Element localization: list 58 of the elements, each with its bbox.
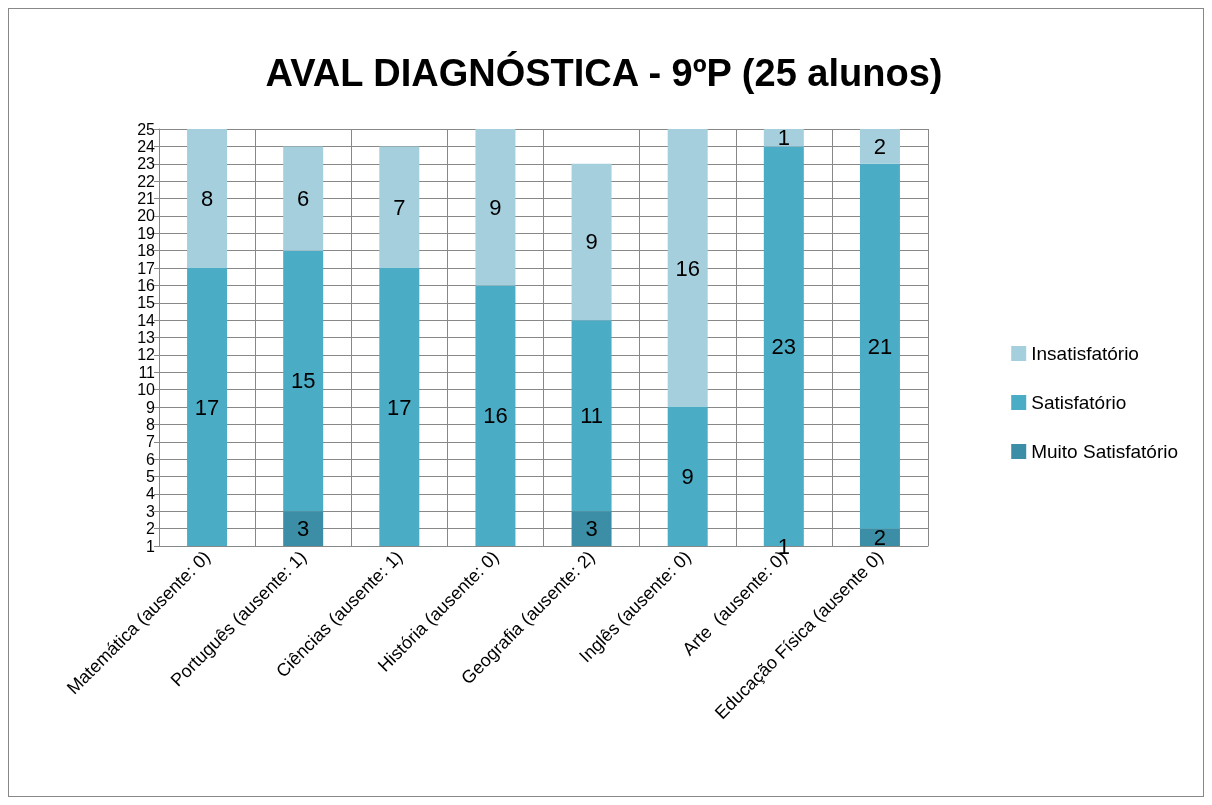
- data-label: 9: [585, 229, 598, 255]
- data-label: 3: [585, 516, 598, 542]
- y-tick-label: 12: [137, 346, 156, 364]
- y-tick-label: 24: [137, 137, 156, 155]
- data-label: 3: [297, 516, 310, 542]
- data-label: 8: [200, 186, 214, 211]
- y-tick-label: 4: [146, 485, 156, 503]
- bar: [475, 129, 516, 286]
- data-label: 15: [290, 368, 316, 394]
- y-tick-label: 8: [146, 415, 156, 433]
- y-tick-label: 7: [146, 433, 156, 451]
- y-tick-label: 25: [137, 120, 156, 138]
- data-label: 9: [681, 464, 694, 489]
- y-tick-label: 9: [146, 398, 156, 416]
- y-tick-label: 18: [137, 242, 156, 260]
- y-tick-label: 16: [137, 276, 156, 294]
- y-tick-label: 15: [137, 294, 156, 312]
- y-tick-label: 13: [137, 329, 156, 346]
- y-tick-label: 23: [137, 155, 156, 173]
- legend-label: Satisfatório: [1031, 392, 1127, 413]
- y-tick-label: 11: [138, 363, 156, 381]
- bar: [379, 146, 420, 268]
- y-tick-label: 2: [146, 520, 156, 538]
- y-tick-label: 14: [137, 311, 156, 329]
- data-label: 6: [297, 186, 310, 211]
- data-label: 16: [483, 403, 508, 429]
- y-tick-label: 20: [137, 207, 156, 225]
- bar: [859, 129, 900, 164]
- data-label: 17: [387, 394, 412, 420]
- bar: [667, 129, 708, 407]
- y-tick-label: 22: [137, 172, 156, 190]
- data-label: 17: [194, 394, 220, 420]
- legend-label: Insatisfatório: [1031, 343, 1139, 364]
- y-tick-label: 5: [146, 468, 156, 485]
- data-label: 9: [489, 194, 502, 220]
- bar: [283, 146, 324, 251]
- y-tick-label: 21: [137, 190, 156, 207]
- data-label: 21: [867, 333, 893, 359]
- data-label: 2: [873, 524, 887, 550]
- bar: [859, 163, 900, 529]
- y-tick-label: 19: [137, 224, 156, 242]
- y-tick-label: 1: [146, 537, 156, 555]
- y-tick-label: 3: [146, 502, 156, 520]
- chart-title: AVAL DIAGNÓSTICA - 9ºP (25 alunos): [265, 51, 943, 94]
- data-label: 7: [393, 194, 406, 220]
- bar: [571, 320, 612, 512]
- data-label: 2: [873, 133, 887, 159]
- legend-label: Muito Satisfatório: [1031, 441, 1179, 462]
- bar: [571, 163, 612, 321]
- y-tick-label: 6: [146, 450, 156, 468]
- data-label: 16: [675, 255, 700, 281]
- data-label: 1: [777, 125, 790, 151]
- bar: [283, 250, 324, 512]
- y-tick-label: 17: [137, 259, 156, 277]
- data-label: 11: [580, 403, 603, 429]
- data-label: 23: [771, 333, 797, 359]
- y-tick-label: 10: [137, 381, 156, 399]
- bar: [187, 129, 228, 268]
